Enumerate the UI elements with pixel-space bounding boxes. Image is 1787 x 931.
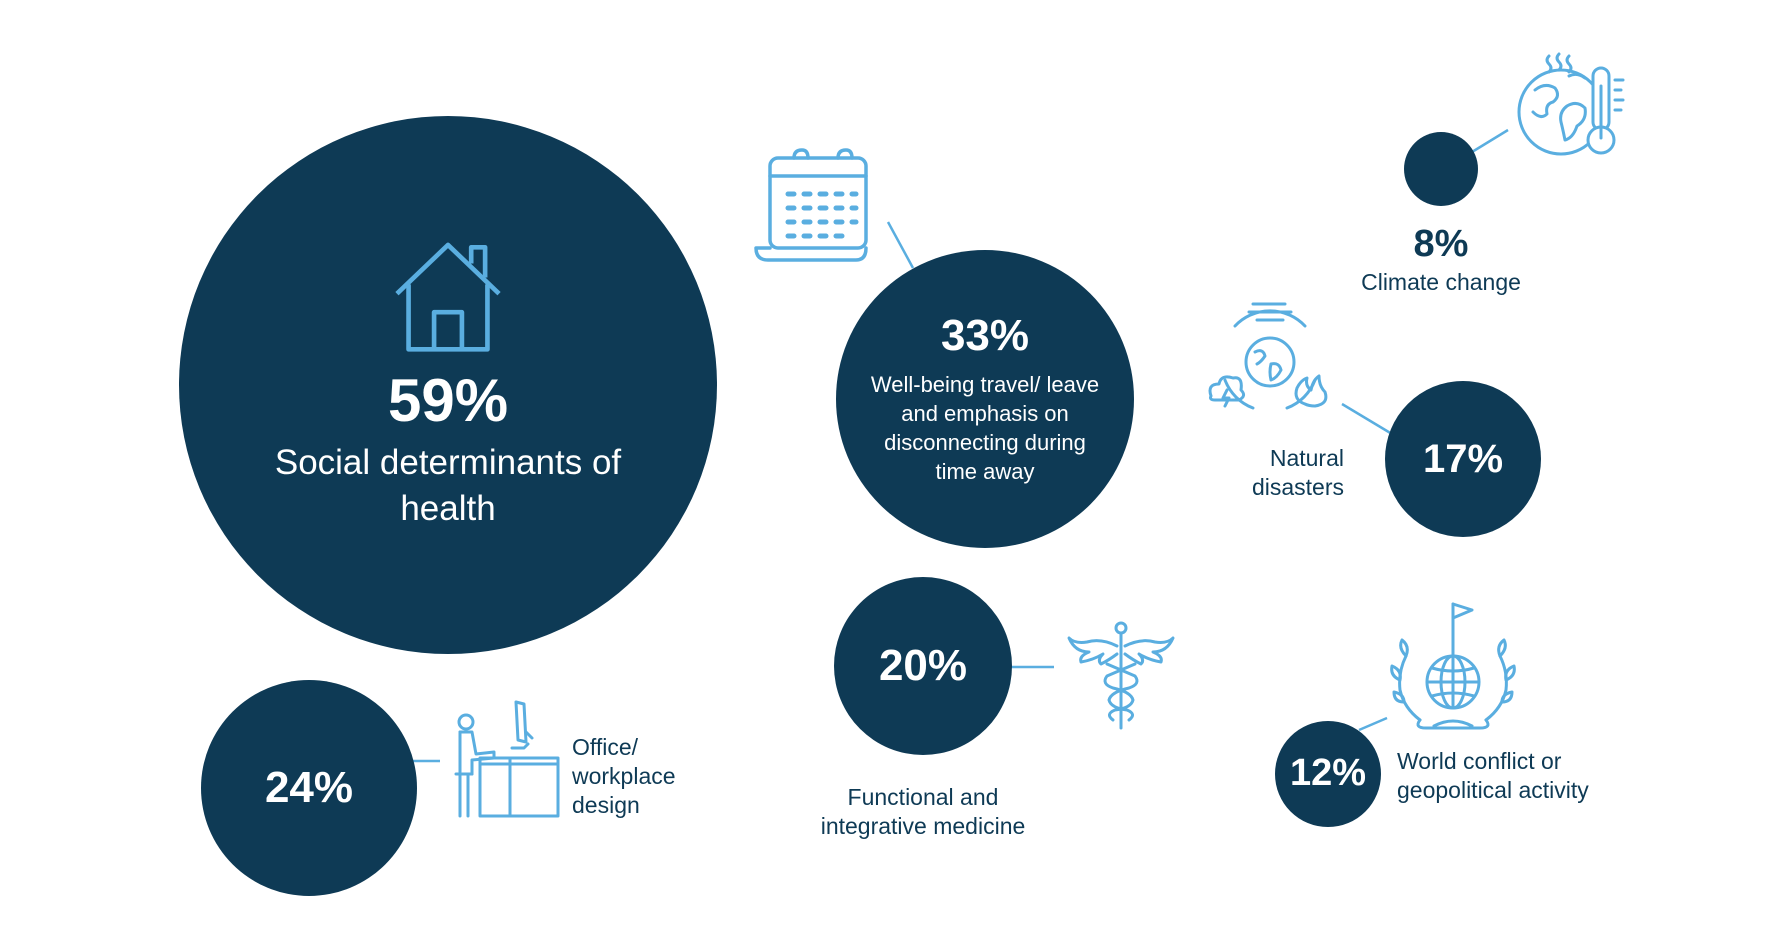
circle-conflict: 12% xyxy=(1275,721,1381,827)
label-conflict: World conflict or geopolitical activity xyxy=(1397,748,1589,803)
label-medicine: Functional and integrative medicine xyxy=(820,784,1026,839)
circle-wellbeing: 33% Well-being travel/ leave and emphasi… xyxy=(836,250,1134,548)
percent-office: 24% xyxy=(264,762,354,812)
percent-conflict: 12% xyxy=(1289,752,1367,795)
label-office: Office/ workplace design xyxy=(572,734,676,818)
percent-climate: 8% xyxy=(1413,223,1469,265)
standing-desk-icon xyxy=(452,698,564,822)
circle-social-determinants: 59% Social determinants of health xyxy=(179,116,717,654)
percent-social-determinants: 59% xyxy=(387,367,509,434)
circle-disasters: 17% xyxy=(1385,381,1541,537)
label-disasters: Natural disasters xyxy=(1251,445,1344,500)
percent-disasters: 17% xyxy=(1422,437,1504,481)
house-icon xyxy=(390,238,506,354)
natural-disasters-icon xyxy=(1205,300,1335,416)
label-wellbeing: Well-being travel/ leave and emphasis on… xyxy=(870,372,1100,485)
calendar-icon xyxy=(752,148,874,264)
percent-wellbeing: 33% xyxy=(940,310,1030,360)
label-social-determinants: Social determinants of health xyxy=(274,443,622,528)
circle-office: 24% xyxy=(201,680,417,896)
globe-thermometer-icon xyxy=(1515,50,1627,162)
globe-laurel-flag-icon xyxy=(1390,600,1516,732)
caduceus-icon xyxy=(1067,620,1175,732)
circle-medicine: 20% xyxy=(834,577,1012,755)
percent-medicine: 20% xyxy=(878,640,968,690)
label-climate: Climate change xyxy=(1361,269,1521,295)
circle-climate xyxy=(1404,132,1478,206)
